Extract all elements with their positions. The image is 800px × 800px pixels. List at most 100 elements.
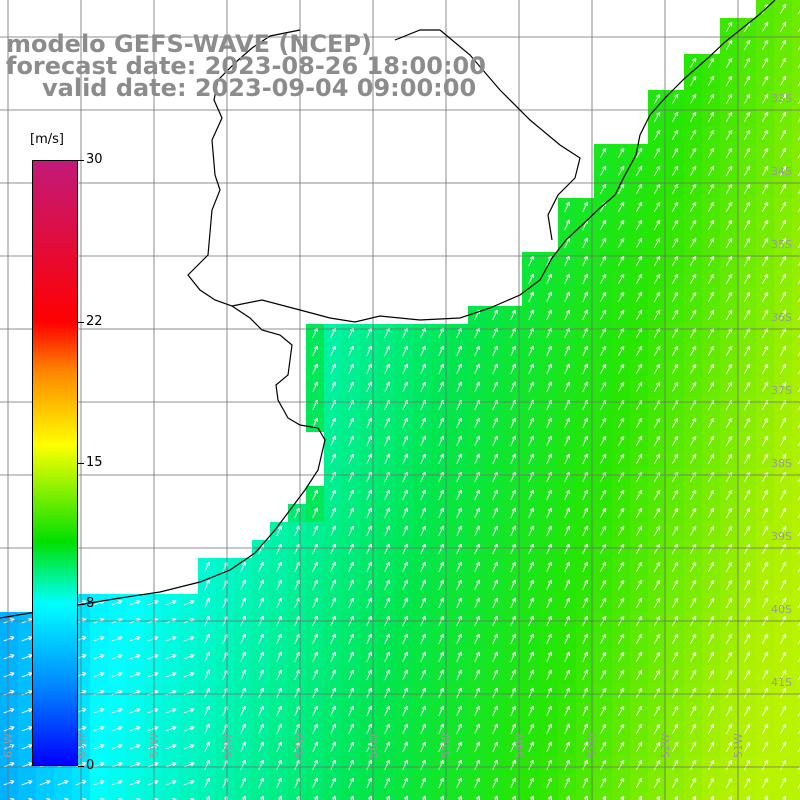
wind-arrow	[165, 744, 177, 750]
wind-arrow	[384, 543, 390, 555]
latitude-label: 37S	[771, 384, 792, 397]
wind-arrow	[617, 633, 625, 645]
wind-arrow	[671, 471, 679, 483]
wind-arrow	[420, 669, 426, 681]
colorbar-tick-label: 0	[86, 758, 95, 773]
wind-arrow	[438, 489, 444, 501]
wind-arrow	[348, 651, 354, 663]
wind-arrow	[183, 708, 195, 714]
wind-arrow	[258, 705, 264, 717]
wind-arrow	[617, 543, 625, 555]
wind-arrow	[582, 579, 588, 591]
wind-arrow	[582, 759, 588, 771]
wind-arrow	[546, 651, 552, 663]
wind-arrow	[492, 543, 498, 555]
wind-arrow	[689, 93, 697, 105]
field-cell	[612, 792, 630, 800]
wind-arrow	[165, 672, 177, 678]
wind-arrow	[743, 381, 751, 393]
wind-arrow	[779, 201, 787, 213]
wind-arrow	[330, 543, 336, 555]
wind-arrow	[492, 561, 498, 573]
wind-arrow	[707, 651, 715, 663]
longitude-label: 52W	[659, 733, 672, 758]
wind-arrow	[474, 345, 480, 357]
wind-arrow	[529, 795, 534, 800]
wind-arrow	[510, 597, 516, 609]
wind-arrow	[797, 675, 800, 681]
wind-arrow	[564, 435, 570, 447]
field-cell	[414, 792, 432, 800]
wind-arrow	[348, 435, 354, 447]
field-cell	[648, 792, 666, 800]
wind-arrow	[438, 543, 444, 555]
wind-arrow	[111, 708, 123, 714]
wind-arrow	[582, 669, 588, 681]
wind-arrow	[129, 600, 141, 606]
wind-arrow	[671, 219, 679, 231]
wind-arrow	[420, 597, 426, 609]
wind-arrow	[707, 507, 715, 519]
wind-arrow	[617, 435, 625, 447]
field-cell	[792, 18, 800, 36]
colorbar	[32, 160, 78, 766]
wind-arrow	[761, 183, 769, 195]
wind-arrow	[653, 687, 661, 699]
wind-arrow	[761, 543, 769, 555]
wind-arrow	[348, 687, 354, 699]
wind-arrow	[599, 597, 607, 609]
wind-arrow	[312, 777, 318, 789]
wind-arrow	[402, 345, 408, 357]
wind-arrow	[528, 417, 534, 429]
wind-arrow	[743, 417, 751, 429]
wind-arrow	[546, 525, 552, 537]
wind-arrow	[510, 633, 516, 645]
wind-arrow	[779, 543, 787, 555]
wind-arrow	[384, 723, 390, 735]
wind-arrow	[797, 135, 800, 141]
wind-arrow	[761, 129, 769, 141]
wind-arrow	[276, 723, 282, 735]
wind-arrow	[779, 363, 787, 375]
field-cell	[792, 252, 800, 270]
wind-arrow	[689, 489, 697, 501]
wind-arrow	[564, 345, 570, 357]
wind-arrow	[21, 672, 33, 678]
longitude-label: 59W	[148, 733, 161, 758]
wind-arrow	[617, 777, 625, 789]
field-cell	[216, 792, 234, 800]
wind-arrow	[635, 453, 643, 465]
wind-arrow	[779, 309, 787, 321]
wind-arrow	[565, 795, 570, 800]
wind-arrow	[653, 471, 661, 483]
wind-arrow	[493, 795, 498, 800]
wind-arrow	[420, 651, 426, 663]
wind-arrow	[165, 726, 177, 732]
wind-arrow	[258, 723, 264, 735]
wind-arrow	[528, 579, 534, 591]
field-cell	[360, 792, 378, 800]
wind-arrow	[797, 765, 800, 771]
wind-arrow	[617, 597, 625, 609]
wind-arrow	[725, 237, 733, 249]
wind-arrow	[312, 363, 318, 375]
wind-arrow	[779, 597, 787, 609]
wind-arrow	[761, 417, 769, 429]
wind-arrow	[474, 741, 480, 753]
field-cell	[486, 792, 504, 800]
border-line	[394, 29, 440, 41]
wind-arrow	[582, 255, 588, 267]
wind-arrow	[348, 507, 354, 519]
wind-arrow	[797, 531, 800, 537]
wind-arrow	[564, 291, 570, 303]
wind-arrow	[582, 489, 588, 501]
wind-arrow	[653, 777, 661, 789]
wind-arrow	[779, 39, 787, 51]
wind-arrow	[420, 579, 426, 591]
wind-arrow	[384, 669, 390, 681]
wind-arrow	[492, 651, 498, 663]
wind-arrow	[653, 381, 661, 393]
wind-arrow	[366, 561, 372, 573]
wind-arrow	[743, 453, 751, 465]
wind-arrow	[546, 723, 552, 735]
